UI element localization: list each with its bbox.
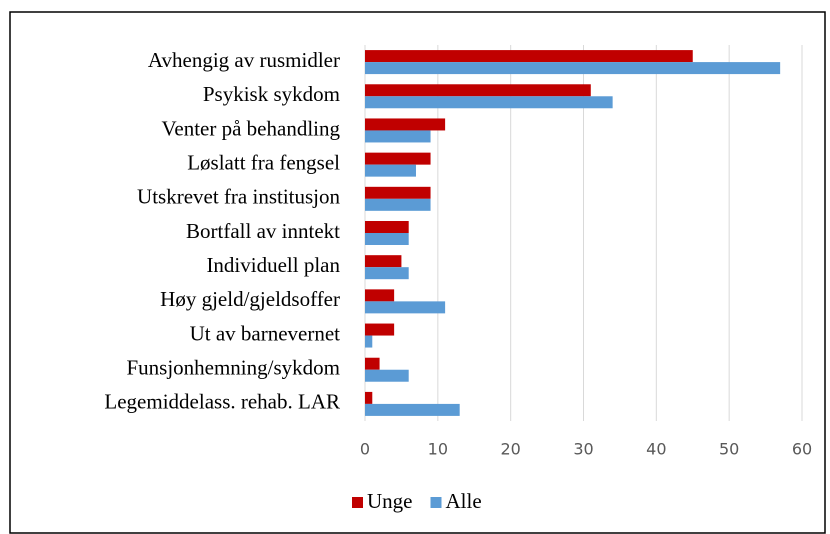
y-tick-label: Utskrevet fra institusjon bbox=[137, 185, 340, 209]
x-tick-label: 40 bbox=[646, 440, 666, 459]
legend-swatch bbox=[430, 497, 442, 508]
legend-swatch bbox=[352, 497, 363, 508]
x-tick-label: 30 bbox=[573, 440, 593, 459]
bar bbox=[365, 186, 431, 199]
bar bbox=[365, 198, 431, 211]
bar bbox=[365, 255, 402, 268]
legend-label: Alle bbox=[446, 489, 482, 513]
y-tick-label: Venter på behandling bbox=[162, 116, 341, 140]
bar bbox=[365, 164, 416, 177]
x-tick-label: 10 bbox=[428, 440, 448, 459]
x-tick-label: 20 bbox=[500, 440, 520, 459]
bar bbox=[365, 403, 460, 416]
y-tick-label: Ut av barnevernet bbox=[190, 321, 341, 345]
bar bbox=[365, 84, 591, 97]
x-tick-label: 50 bbox=[719, 440, 739, 459]
bar bbox=[365, 233, 409, 245]
bar bbox=[365, 130, 431, 143]
y-tick-label: Bortfall av inntekt bbox=[186, 219, 340, 243]
legend-label: Unge bbox=[367, 489, 413, 513]
bar bbox=[365, 369, 409, 382]
y-tick-label: Høy gjeld/gjeldsoffer bbox=[160, 287, 340, 311]
bar bbox=[365, 289, 395, 302]
bar bbox=[365, 357, 380, 370]
bar bbox=[365, 335, 373, 348]
y-tick-label: Individuell plan bbox=[206, 253, 340, 277]
y-tick-label: Løslatt fra fengsel bbox=[187, 150, 340, 174]
bar bbox=[365, 391, 373, 404]
bar bbox=[365, 267, 409, 280]
y-tick-label: Psykisk sykdom bbox=[203, 82, 340, 106]
y-tick-label: Avhengig av rusmidler bbox=[148, 48, 340, 72]
bar bbox=[365, 221, 409, 233]
y-tick-label: Funsjonhemning/sykdom bbox=[126, 356, 340, 380]
y-tick-label: Legemiddelass. rehab. LAR bbox=[104, 390, 340, 414]
bar bbox=[365, 62, 781, 75]
bar bbox=[365, 301, 446, 314]
bar bbox=[365, 118, 446, 131]
bar bbox=[365, 323, 395, 336]
x-tick-label: 0 bbox=[360, 440, 370, 459]
bar bbox=[365, 152, 431, 165]
x-tick-label: 60 bbox=[792, 440, 812, 459]
bar bbox=[365, 50, 693, 63]
bar bbox=[365, 96, 613, 109]
